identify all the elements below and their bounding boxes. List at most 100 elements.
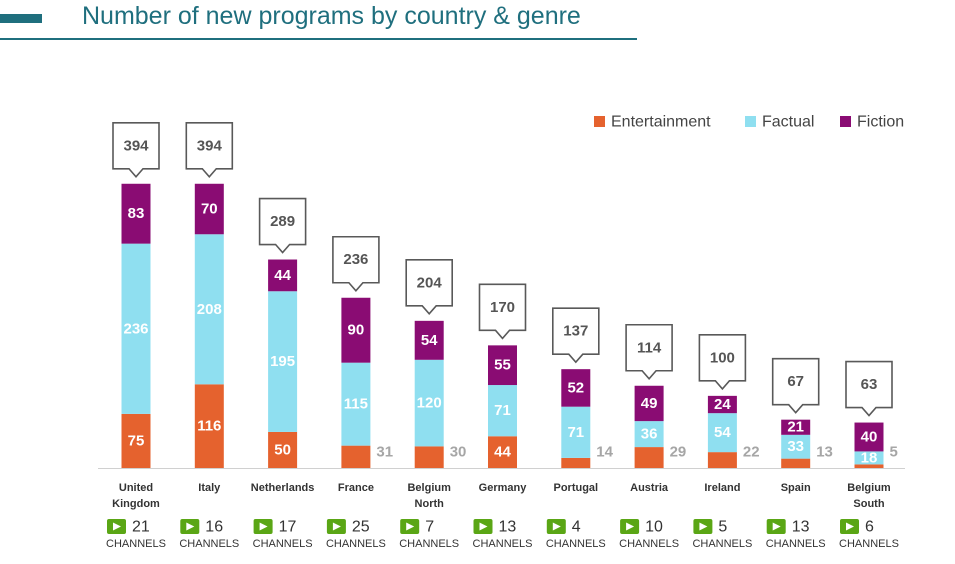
channels-label-united-kingdom: CHANNELS [106,538,166,550]
channels-label-ireland: CHANNELS [692,538,752,550]
bar-fiction-austria [634,385,664,422]
total-label-united-kingdom: 394 [123,137,149,154]
channel-count-italy: 16 [205,519,223,536]
legend-label-factual: Factual [762,114,814,131]
data-label-fiction-france: 90 [348,322,365,339]
category-label-austria: Austria [630,482,669,494]
play-icon-austria [626,522,635,531]
bar-factual-portugal [561,406,591,458]
data-label-entertainment-spain: 13 [816,444,833,461]
channels-label-belgium-south: CHANNELS [839,538,899,550]
bar-factual-belgium-north [414,359,444,447]
bar-fiction-united-kingdom [121,183,151,244]
category-label-germany: Germany [479,482,528,494]
total-callout-germany [478,283,527,340]
bar-fiction-portugal [561,369,591,407]
data-label-fiction-austria: 49 [641,395,658,412]
category-label-belgium-south-line1: Belgium [847,482,891,494]
data-label-entertainment-united-kingdom: 75 [128,432,145,449]
data-label-fiction-ireland: 24 [714,396,731,413]
channels-label-portugal: CHANNELS [546,538,606,550]
total-callout-france [332,235,380,292]
play-icon-spain [772,522,781,531]
bar-fiction-belgium-south [854,422,884,452]
channels-label-italy: CHANNELS [179,538,239,550]
bar-factual-united-kingdom [121,243,151,414]
category-label-belgium-north-line2: North [415,498,445,510]
bar-fiction-germany [488,345,517,386]
data-label-fiction-spain: 21 [787,419,804,436]
bar-entertainment-austria [634,447,664,468]
channel-count-spain: 13 [792,519,810,536]
data-label-entertainment-italy: 116 [197,418,221,435]
channel-count-belgium-south: 6 [865,519,874,536]
total-label-germany: 170 [490,299,515,316]
channels-label-germany: CHANNELS [473,538,533,550]
page-title: Number of new programs by country & genr… [82,2,581,30]
category-label-netherlands: Netherlands [251,482,315,494]
bar-factual-netherlands [268,291,298,432]
total-callout-united-kingdom [112,121,160,178]
data-label-factual-spain: 33 [787,438,804,455]
category-label-united-kingdom-line2: Kingdom [112,498,160,510]
category-label-spain: Spain [781,482,811,494]
total-callout-austria [625,323,673,380]
data-label-entertainment-belgium-north: 30 [450,444,467,461]
data-label-entertainment-portugal: 14 [596,444,613,461]
bar-entertainment-belgium-north [414,446,444,468]
legend-swatch-factual [745,116,756,127]
total-label-austria: 114 [637,339,662,356]
bar-entertainment-italy [194,384,224,468]
bar-entertainment-united-kingdom [121,413,151,468]
channels-label-netherlands: CHANNELS [253,538,313,550]
bar-entertainment-spain [781,458,811,468]
data-label-fiction-netherlands: 44 [274,267,291,284]
data-label-fiction-united-kingdom: 83 [128,205,145,222]
channels-label-france: CHANNELS [326,538,386,550]
category-label-italy: Italy [198,482,221,494]
data-label-fiction-italy: 70 [201,201,218,218]
data-label-factual-austria: 36 [641,426,658,443]
total-callout-italy [185,121,234,178]
data-label-factual-portugal: 71 [567,424,584,441]
data-label-factual-netherlands: 195 [270,353,295,370]
channel-count-netherlands: 17 [279,519,297,536]
data-label-fiction-belgium-south: 40 [861,428,878,445]
play-icon-belgium-south [846,522,854,531]
channel-count-germany: 13 [499,519,517,536]
total-label-ireland: 100 [710,349,735,366]
legend-swatch-entertainment [594,116,605,127]
channel-count-portugal: 4 [572,519,581,536]
bar-fiction-belgium-north [414,320,444,360]
bar-entertainment-germany [488,436,517,468]
play-icon-germany [479,522,488,531]
bar-entertainment-belgium-south [854,464,884,468]
data-label-factual-italy: 208 [197,301,222,318]
total-label-netherlands: 289 [270,213,295,230]
legend-label-entertainment: Entertainment [611,114,711,131]
total-callout-ireland [698,334,747,391]
play-icon-ireland [699,522,708,531]
bar-fiction-france [341,297,371,363]
play-icon-italy [186,522,195,531]
channel-count-ireland: 5 [718,519,727,536]
bar-entertainment-netherlands [268,431,298,468]
play-icon-france [332,522,341,531]
legend-label-fiction: Fiction [857,114,904,131]
bar-entertainment-france [341,445,371,468]
data-label-factual-ireland: 54 [714,424,731,441]
data-label-entertainment-austria: 29 [670,444,687,461]
total-label-italy: 394 [197,137,223,154]
channel-count-united-kingdom: 21 [132,519,150,536]
category-label-united-kingdom-line1: United [119,482,153,494]
category-label-belgium-south-line2: South [853,498,884,510]
play-icon-united-kingdom [113,522,121,531]
data-label-factual-united-kingdom: 236 [123,320,148,337]
total-callout-belgium-north [405,259,453,316]
data-label-factual-belgium-south: 18 [861,449,878,466]
total-callout-portugal [552,307,600,364]
bar-fiction-netherlands [268,259,298,292]
category-label-portugal: Portugal [553,482,598,494]
data-label-entertainment-ireland: 22 [743,444,760,461]
